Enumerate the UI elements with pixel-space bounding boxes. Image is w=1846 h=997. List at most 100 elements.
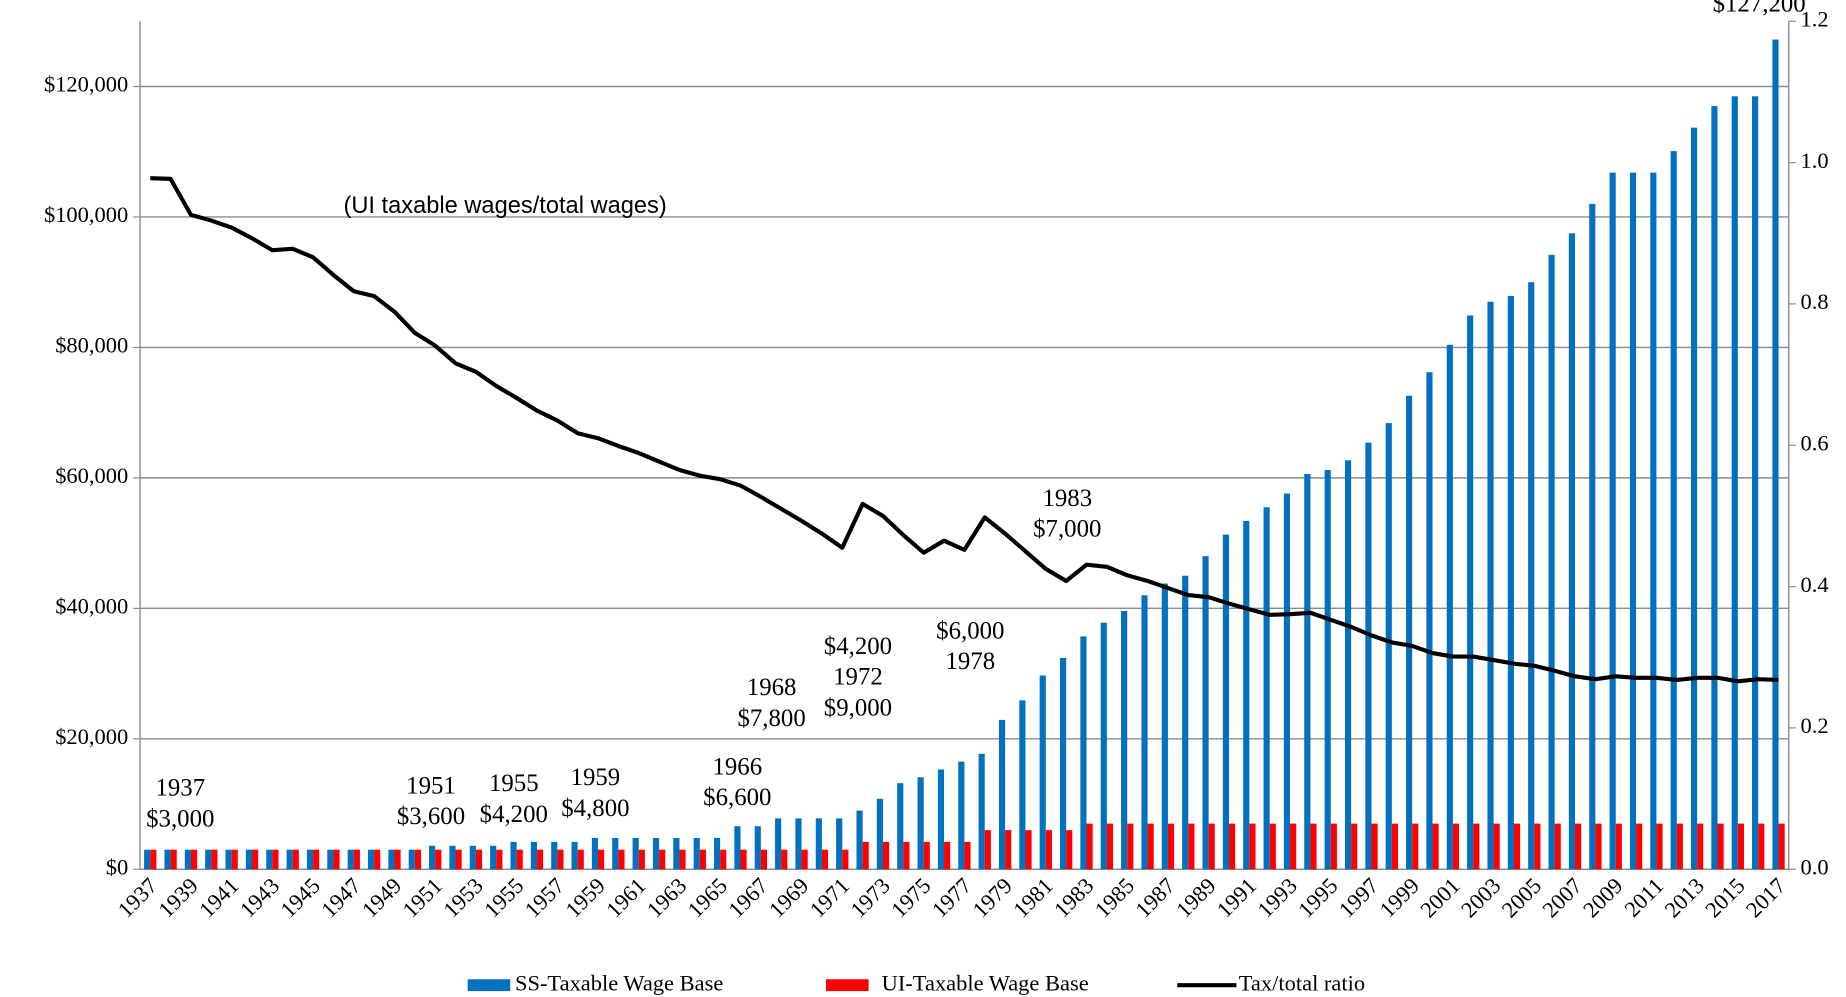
bar xyxy=(1222,534,1229,870)
bar xyxy=(510,841,517,870)
annotation: 1968 xyxy=(747,674,797,701)
bar xyxy=(367,849,375,870)
bar xyxy=(1385,423,1392,870)
bar xyxy=(313,849,320,870)
bar xyxy=(876,798,883,870)
x-tick-label: 2001 xyxy=(1415,873,1464,922)
bar xyxy=(903,841,910,870)
bar xyxy=(1406,395,1413,870)
bar xyxy=(1609,172,1616,870)
bar xyxy=(923,841,930,870)
x-tick-label: 1967 xyxy=(723,873,772,922)
bar xyxy=(1528,282,1535,870)
bar xyxy=(1243,520,1250,870)
x-tick-label: 1997 xyxy=(1334,873,1383,922)
y-tick-label: $60,000 xyxy=(55,463,128,488)
bar xyxy=(984,830,991,870)
bar xyxy=(1690,127,1698,870)
x-tick-label: 2015 xyxy=(1700,873,1749,922)
x-tick-label: 1995 xyxy=(1293,873,1342,922)
bar xyxy=(266,849,273,870)
bar xyxy=(1106,823,1114,870)
legend-label: Tax/total ratio xyxy=(1239,970,1365,995)
bar xyxy=(150,849,157,870)
annotation: (UI taxable wages/total wages) xyxy=(343,193,666,219)
x-tick-label: 1989 xyxy=(1171,873,1220,922)
annotation: $4,200 xyxy=(824,633,892,660)
bar xyxy=(1121,610,1128,870)
bar xyxy=(353,849,360,870)
bar xyxy=(225,849,232,870)
x-tick-label: 2017 xyxy=(1741,873,1790,922)
y-tick-label: $0 xyxy=(106,854,128,879)
bar xyxy=(1731,96,1738,870)
bar xyxy=(1513,823,1521,870)
bar xyxy=(713,837,721,870)
bar xyxy=(292,849,299,870)
bar xyxy=(1141,595,1148,870)
legend-swatch xyxy=(467,979,511,992)
bar xyxy=(1467,315,1474,870)
bar xyxy=(449,845,456,870)
annotation: $127,200 xyxy=(1713,0,1806,18)
bar xyxy=(394,849,401,870)
x-tick-label: 1969 xyxy=(764,873,813,922)
bar xyxy=(469,845,476,870)
annotation: 1937 xyxy=(155,775,205,802)
bar xyxy=(1487,301,1494,870)
x-tick-label: 2003 xyxy=(1456,873,1505,922)
x-tick-label: 1987 xyxy=(1130,873,1179,922)
x-tick-label: 2011 xyxy=(1619,873,1668,922)
bar xyxy=(184,849,191,870)
bar xyxy=(475,849,483,870)
bar xyxy=(882,841,890,870)
bar xyxy=(917,777,924,870)
y2-tick-label: 1.2 xyxy=(1801,6,1829,31)
x-tick-label: 1957 xyxy=(520,873,569,922)
bar xyxy=(632,837,639,870)
bar xyxy=(286,849,293,870)
y-tick-label: $100,000 xyxy=(44,202,128,227)
bar xyxy=(1629,172,1637,870)
bar xyxy=(598,849,605,870)
y-tick-label: $120,000 xyxy=(44,72,128,97)
bar xyxy=(388,849,395,870)
x-tick-label: 2013 xyxy=(1660,873,1709,922)
bar xyxy=(327,849,334,870)
bar xyxy=(1778,823,1785,870)
bar xyxy=(673,837,680,870)
bar xyxy=(1473,823,1480,870)
bar xyxy=(1758,823,1765,870)
y2-tick-label: 0.8 xyxy=(1801,289,1829,314)
bar xyxy=(1772,39,1779,870)
bar xyxy=(1548,254,1555,870)
bar xyxy=(170,849,177,870)
bar xyxy=(1147,823,1154,870)
bar xyxy=(1412,823,1419,870)
bar xyxy=(1595,823,1602,870)
bar xyxy=(1310,823,1317,870)
bar xyxy=(536,849,544,870)
y-tick-label: $20,000 xyxy=(55,724,128,749)
y2-tick-label: 1.0 xyxy=(1801,148,1829,173)
bar xyxy=(347,849,354,870)
bar xyxy=(1066,830,1073,870)
bar xyxy=(1432,823,1439,870)
bar xyxy=(435,849,442,870)
bar xyxy=(659,849,666,870)
x-tick-label: 1939 xyxy=(153,873,202,922)
bar xyxy=(1228,823,1236,870)
bar xyxy=(1324,470,1331,870)
bar xyxy=(1737,823,1744,870)
bar xyxy=(618,849,625,870)
bar xyxy=(1717,823,1724,870)
bar xyxy=(1182,575,1189,870)
bar xyxy=(571,841,578,870)
bar xyxy=(1589,203,1596,870)
annotation: 1972 xyxy=(833,664,883,691)
bar xyxy=(754,826,761,870)
legend-label: SS-Taxable Wage Base xyxy=(515,970,723,995)
bar xyxy=(1554,823,1561,870)
bar xyxy=(333,849,340,870)
